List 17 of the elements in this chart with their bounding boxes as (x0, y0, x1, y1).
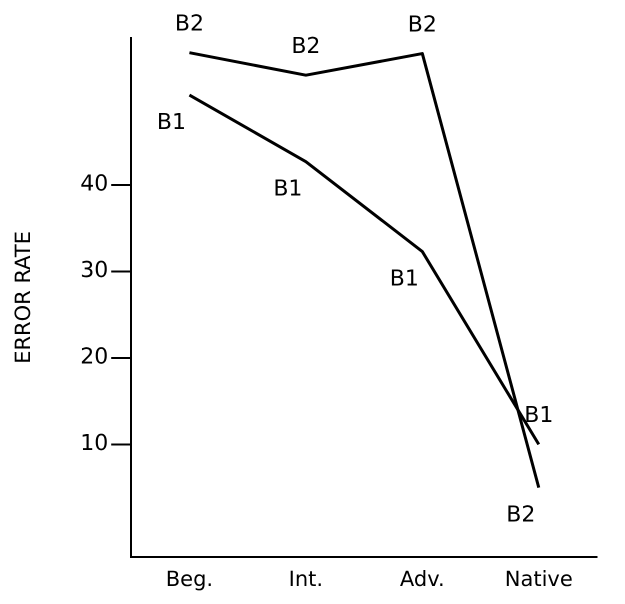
x-tick-label: Native (504, 566, 573, 591)
text: B2 (506, 502, 536, 528)
text: B1 (390, 266, 419, 292)
text: B2 (174, 11, 204, 36)
text: B1 (156, 110, 186, 135)
x-tick-label: Beg. (166, 566, 214, 591)
y-tick-label: 30 (80, 258, 108, 284)
y-tick-label: 10 (80, 431, 108, 456)
y-tick-label: 40 (80, 172, 108, 197)
x-tick-label: Adv. (400, 566, 445, 591)
text: B1 (273, 176, 302, 202)
x-tick-label: Int. (288, 566, 324, 591)
y-tick-label: 20 (80, 344, 108, 370)
y-axis-title: ERROR RATE (11, 230, 36, 364)
series-label: B1 (524, 403, 554, 428)
text: B2 (408, 12, 437, 38)
series-label: B2 (291, 34, 320, 59)
